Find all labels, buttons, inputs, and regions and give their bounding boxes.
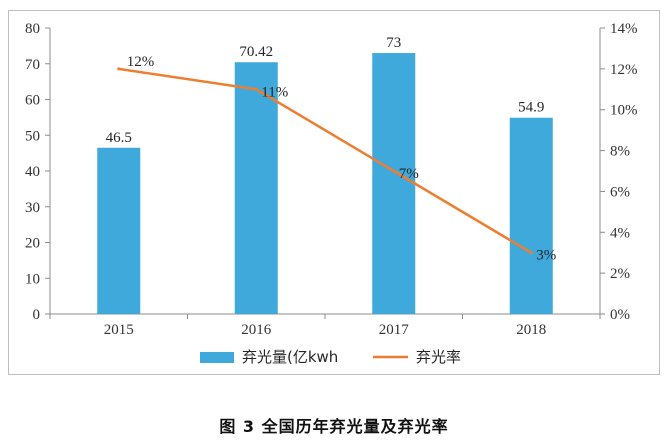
- bar-data-label: 54.9: [518, 100, 544, 116]
- combo-chart: 0 10 20 30 40 50 60 70 80 0% 2% 4% 6% 8% 10% 12% 14% 2015…: [25, 21, 638, 366]
- left-tick-label: 50: [25, 128, 40, 144]
- bar: [372, 53, 416, 315]
- rate-point: [392, 169, 396, 173]
- rate-data-label: 12%: [127, 54, 155, 70]
- legend-bar-label: 弃光量(亿kwh: [242, 348, 338, 366]
- bar: [234, 62, 278, 314]
- x-tick-label: 2017: [379, 322, 410, 338]
- rate-line: [118, 67, 532, 254]
- left-tick-label: 80: [25, 21, 40, 37]
- chart-frame: [8, 10, 660, 375]
- x-tick-label: 2018: [516, 322, 546, 338]
- right-tick-label: 6%: [610, 184, 630, 200]
- legend-line-label: 弃光率: [416, 348, 461, 366]
- left-tick-label: 0: [33, 307, 41, 323]
- left-tick-label: 60: [25, 93, 40, 109]
- left-tick-label: 30: [25, 200, 40, 216]
- bar-data-label: 73: [386, 35, 401, 51]
- right-tick-label: 0%: [610, 307, 630, 323]
- rate-data-label: 7%: [399, 166, 419, 182]
- x-tick-label: 2016: [241, 322, 272, 338]
- bar-data-label: 70.42: [239, 44, 273, 60]
- right-tick-label: 14%: [610, 21, 638, 37]
- left-tick-label: 20: [25, 236, 40, 252]
- left-tick-label: 40: [25, 164, 40, 180]
- rate-data-label: 11%: [261, 84, 288, 100]
- right-tick-label: 10%: [610, 103, 638, 119]
- figure-caption: 图 3 全国历年弃光量及弃光率: [219, 417, 449, 436]
- right-tick-label: 8%: [610, 144, 630, 160]
- rate-point: [117, 67, 121, 71]
- bar: [97, 147, 141, 314]
- left-tick-label: 70: [25, 57, 40, 73]
- x-tick-label: 2015: [104, 322, 134, 338]
- bar-data-label: 46.5: [106, 130, 132, 146]
- rate-point: [529, 251, 533, 255]
- rate-data-label: 3%: [536, 248, 556, 264]
- legend-bar-swatch: [200, 352, 234, 363]
- right-tick-label: 4%: [610, 225, 630, 241]
- left-tick-label: 10: [25, 271, 40, 287]
- right-tick-label: 2%: [610, 266, 630, 282]
- rate-point: [254, 87, 258, 91]
- bar: [509, 117, 553, 314]
- right-tick-label: 12%: [610, 62, 638, 78]
